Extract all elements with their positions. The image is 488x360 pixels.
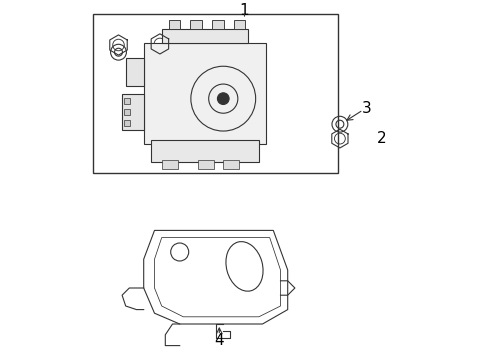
Bar (123, 109, 130, 115)
Text: 4: 4 (214, 333, 224, 348)
Bar (125, 58, 143, 86)
Text: 2: 2 (376, 131, 386, 146)
Circle shape (217, 93, 228, 104)
Bar (122, 94, 143, 130)
Text: 1: 1 (239, 3, 249, 18)
Bar (123, 120, 130, 126)
Bar (143, 43, 265, 144)
Bar (162, 160, 178, 169)
Bar (123, 98, 130, 104)
Bar (190, 20, 202, 29)
Bar (151, 140, 258, 162)
Bar (212, 20, 223, 29)
Bar (93, 14, 337, 173)
Bar (197, 160, 213, 169)
Text: 3: 3 (361, 100, 371, 116)
Bar (223, 160, 239, 169)
Bar (168, 20, 180, 29)
Bar (233, 20, 244, 29)
Bar (162, 29, 247, 43)
